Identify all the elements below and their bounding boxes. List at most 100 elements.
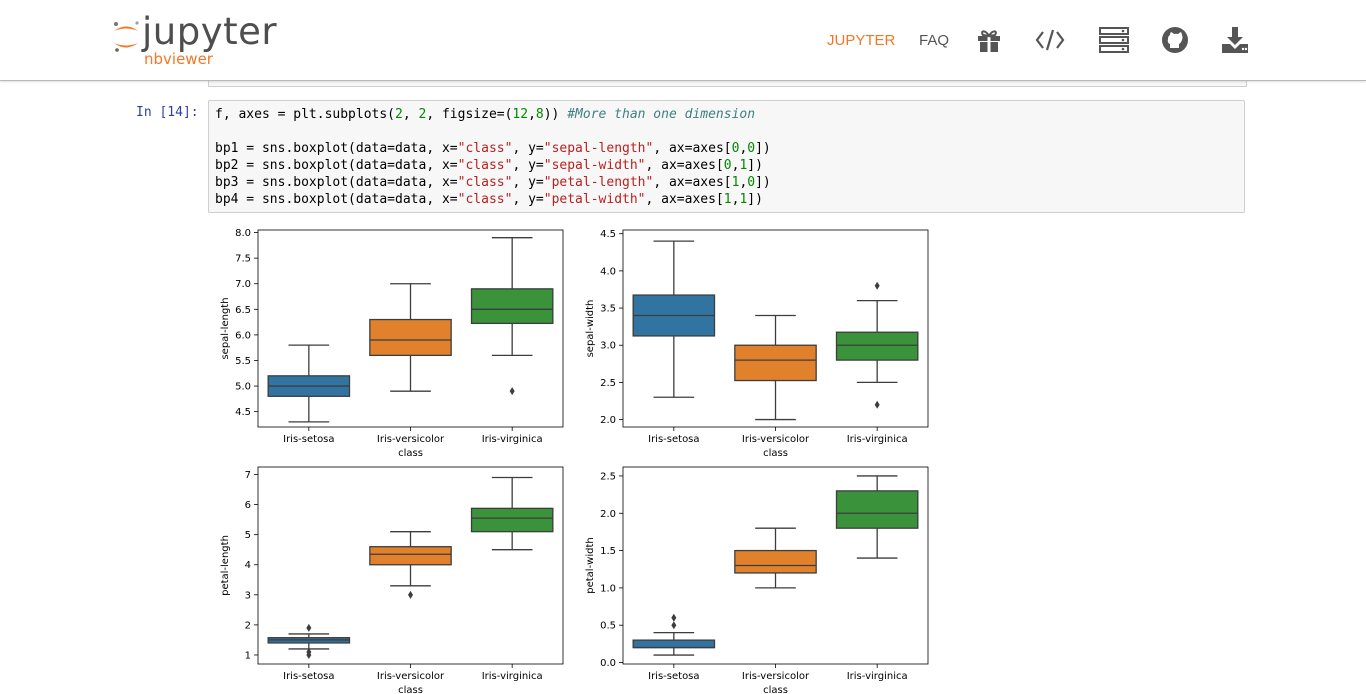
x-axis-label: class: [398, 448, 423, 459]
code-token: "sepal-width": [543, 158, 646, 173]
code-token: bp1 = sns.boxplot(data=data, x=: [215, 141, 458, 156]
y-tick-label: 3: [245, 590, 251, 601]
code-token: "petal-width": [543, 192, 646, 207]
y-tick-label: 2.5: [600, 471, 616, 482]
y-tick-label: 7.5: [235, 254, 251, 265]
outlier-point: [874, 400, 880, 409]
y-tick-label: 5.5: [235, 356, 251, 367]
outlier-point: [306, 623, 312, 632]
code-token: 1: [723, 192, 732, 207]
code-token: 0: [747, 175, 756, 190]
server-icon[interactable]: [1099, 26, 1129, 54]
box-iris-versicolor: [369, 318, 452, 357]
y-tick-label: 0.5: [600, 621, 616, 632]
code-token: 0: [723, 158, 732, 173]
x-tick-label: Iris-setosa: [283, 434, 334, 445]
code-token: #More than one dimension: [567, 107, 756, 122]
outlier-point: [671, 621, 677, 630]
y-tick-label: 6.5: [235, 305, 251, 316]
y-tick-label: 4.0: [600, 266, 616, 277]
y-axis-label: petal-length: [220, 535, 231, 596]
box-iris-virginica: [835, 490, 919, 529]
y-tick-label: 5: [245, 530, 251, 541]
y-tick-label: 3.5: [600, 304, 616, 315]
y-axis-label: petal-width: [585, 537, 596, 594]
x-tick-label: Iris-versicolor: [742, 434, 810, 445]
box-iris-virginica: [470, 507, 554, 533]
github-icon[interactable]: [1161, 26, 1189, 54]
code-token: "class": [457, 141, 513, 156]
x-tick-label: Iris-setosa: [283, 671, 334, 682]
y-tick-label: 2.5: [600, 378, 616, 389]
code-token: ,: [731, 192, 740, 207]
code-token: , y=: [512, 192, 544, 207]
previous-cell-bottom: [208, 76, 1247, 87]
code-token: 1: [739, 192, 748, 207]
x-tick-label: Iris-virginica: [482, 434, 543, 445]
boxplot-panel: 1 2 3 4 5 6 7 petal-length Iris-setosa Iris-versi…: [220, 466, 564, 694]
y-tick-label: 2: [245, 620, 251, 631]
code-token: , ax=axes[: [653, 175, 732, 190]
gift-icon[interactable]: [975, 26, 1003, 54]
code-token: , y=: [512, 175, 544, 190]
code-token: , figsize=(: [426, 107, 513, 122]
code-token: ]): [747, 158, 763, 173]
y-tick-label: 5.0: [235, 382, 251, 393]
y-tick-label: 3.0: [600, 341, 616, 352]
code-icon[interactable]: [1035, 26, 1065, 54]
code-token: , ax=axes[: [653, 141, 732, 156]
code-token: 2: [418, 107, 427, 122]
y-tick-label: 4.5: [235, 407, 251, 418]
code-token: )): [543, 107, 568, 122]
download-icon[interactable]: [1221, 26, 1249, 54]
y-tick-label: 8.0: [235, 228, 251, 239]
code-token: 1: [731, 175, 740, 190]
boxplot-figure: 4.5 5.0 5.5 6.0 6.5 7.0 7.5 8.0 sepal-length Iris…: [220, 228, 929, 694]
y-tick-label: 4.5: [600, 229, 616, 240]
x-tick-label: Iris-versicolor: [742, 671, 810, 682]
code-line: bp2 = sns.boxplot(data=data, x="class", …: [215, 158, 763, 173]
x-tick-label: Iris-setosa: [648, 671, 699, 682]
code-token: 8: [535, 107, 544, 122]
code-line: bp3 = sns.boxplot(data=data, x="class", …: [215, 175, 771, 190]
x-tick-label: Iris-virginica: [847, 671, 908, 682]
code-token: 1: [739, 158, 748, 173]
y-tick-label: 1.0: [600, 583, 616, 594]
code-cell[interactable]: f, axes = plt.subplots(2, 2, figsize=(12…: [208, 100, 1245, 213]
boxplot-panel: 4.5 5.0 5.5 6.0 6.5 7.0 7.5 8.0 sepal-length Iris…: [220, 228, 564, 459]
boxplot-panel: 0.0 0.5 1.0 1.5 2.0 2.5 petal-width Iris-setosa…: [585, 466, 929, 694]
box-iris-versicolor: [734, 549, 817, 574]
y-tick-label: 2.0: [600, 509, 616, 520]
code-token: 0: [731, 141, 740, 156]
code-token: "class": [457, 192, 513, 207]
box-iris-setosa: [632, 639, 716, 649]
code-token: , ax=axes[: [645, 158, 724, 173]
jupyter-nbviewer-logo[interactable]: jupyter nbviewer: [112, 10, 282, 70]
code-line: bp4 = sns.boxplot(data=data, x="class", …: [215, 192, 763, 207]
x-axis-label: class: [763, 685, 788, 694]
code-line: f, axes = plt.subplots(2, 2, figsize=(12…: [215, 107, 755, 122]
code-token: bp4 = sns.boxplot(data=data, x=: [215, 192, 458, 207]
outlier-point: [306, 650, 312, 659]
box-iris-virginica: [470, 288, 554, 325]
x-tick-label: Iris-virginica: [482, 671, 543, 682]
code-text: f, axes = plt.subplots(2, 2, figsize=(12…: [209, 101, 1244, 213]
y-axis-label: sepal-width: [585, 300, 596, 358]
code-token: "petal-length": [543, 175, 654, 190]
x-tick-label: Iris-versicolor: [377, 434, 445, 445]
y-tick-label: 6: [245, 500, 251, 511]
logo-subtitle: nbviewer: [144, 50, 213, 68]
y-tick-label: 7: [245, 470, 251, 481]
y-tick-label: 6.0: [235, 330, 251, 341]
outlier-point: [408, 590, 413, 599]
nav-faq-link[interactable]: FAQ: [919, 32, 950, 49]
nav-jupyter-link[interactable]: JUPYTER: [827, 32, 896, 49]
code-token: ]): [755, 141, 771, 156]
code-token: ]): [747, 192, 763, 207]
code-token: f, axes = plt.subplots(: [215, 107, 396, 122]
x-tick-label: Iris-versicolor: [377, 671, 445, 682]
box-iris-versicolor: [734, 344, 817, 382]
y-tick-label: 1: [245, 650, 251, 661]
x-tick-label: Iris-setosa: [648, 434, 699, 445]
code-token: ,: [731, 158, 740, 173]
